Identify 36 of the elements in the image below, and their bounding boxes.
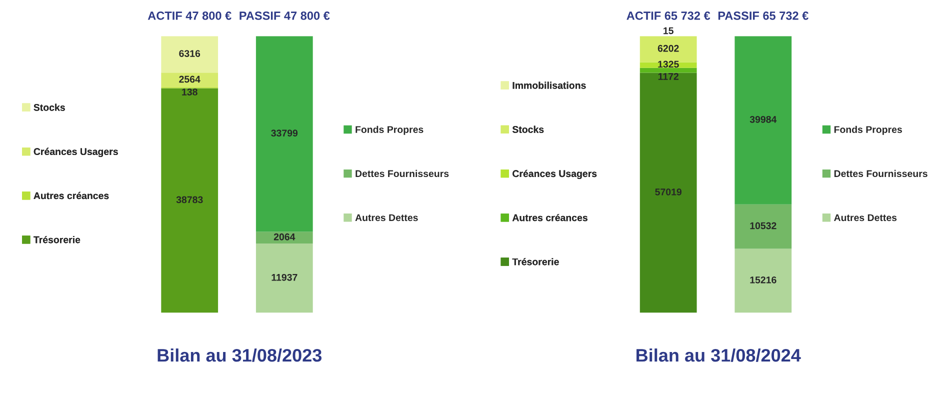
data-label: 38783 bbox=[176, 196, 203, 204]
x-tick-label: ACTIF 47 800 € bbox=[148, 12, 232, 20]
data-label: 6202 bbox=[658, 44, 679, 52]
data-label: 2564 bbox=[179, 76, 200, 83]
legend-label: Autres créances bbox=[512, 214, 588, 222]
legend-label: Dettes Fournisseurs bbox=[356, 170, 449, 178]
data-label: 10532 bbox=[750, 222, 776, 230]
legend-label: Fonds Propres bbox=[356, 126, 424, 135]
text: Bilan au 31/08/2023 bbox=[158, 348, 322, 362]
x-tick-label: ACTIF 65 732 € bbox=[626, 12, 710, 20]
legend-label: Créances Usagers bbox=[34, 148, 118, 157]
data-label: 39984 bbox=[750, 116, 777, 123]
text: Bilan au 31/08/2024 bbox=[636, 348, 801, 362]
data-label: 33799 bbox=[271, 130, 298, 137]
data-label: 6316 bbox=[179, 50, 200, 57]
legend-label: Autres Dettes bbox=[355, 214, 418, 222]
legend-label: Fonds Propres bbox=[834, 126, 902, 135]
data-label: 57019 bbox=[655, 188, 682, 196]
x-tick-label: PASSIF 65 732 € bbox=[718, 12, 808, 20]
x-tick-label: PASSIF 47 800 € bbox=[240, 12, 330, 20]
data-label: 15216 bbox=[750, 276, 776, 284]
data-label: 11937 bbox=[272, 274, 298, 281]
data-label: 15 bbox=[664, 27, 674, 34]
legend-label: Stocks bbox=[512, 126, 544, 133]
data-label: 2064 bbox=[274, 233, 296, 240]
data-label: 138 bbox=[182, 88, 198, 96]
legend-label: Trésorerie bbox=[512, 258, 559, 266]
data-label: 1325 bbox=[658, 60, 679, 68]
data-label: 1172 bbox=[658, 73, 678, 80]
legend-label: Créances Usagers bbox=[512, 170, 597, 180]
legend-label: Dettes Fournisseurs bbox=[834, 170, 928, 178]
legend-label: Immobilisations bbox=[512, 82, 586, 89]
legend-label: Autres créances bbox=[34, 192, 109, 200]
legend-label: Trésorerie bbox=[34, 236, 80, 244]
legend-label: Stocks bbox=[34, 104, 65, 111]
legend-label: Autres Dettes bbox=[834, 214, 897, 222]
